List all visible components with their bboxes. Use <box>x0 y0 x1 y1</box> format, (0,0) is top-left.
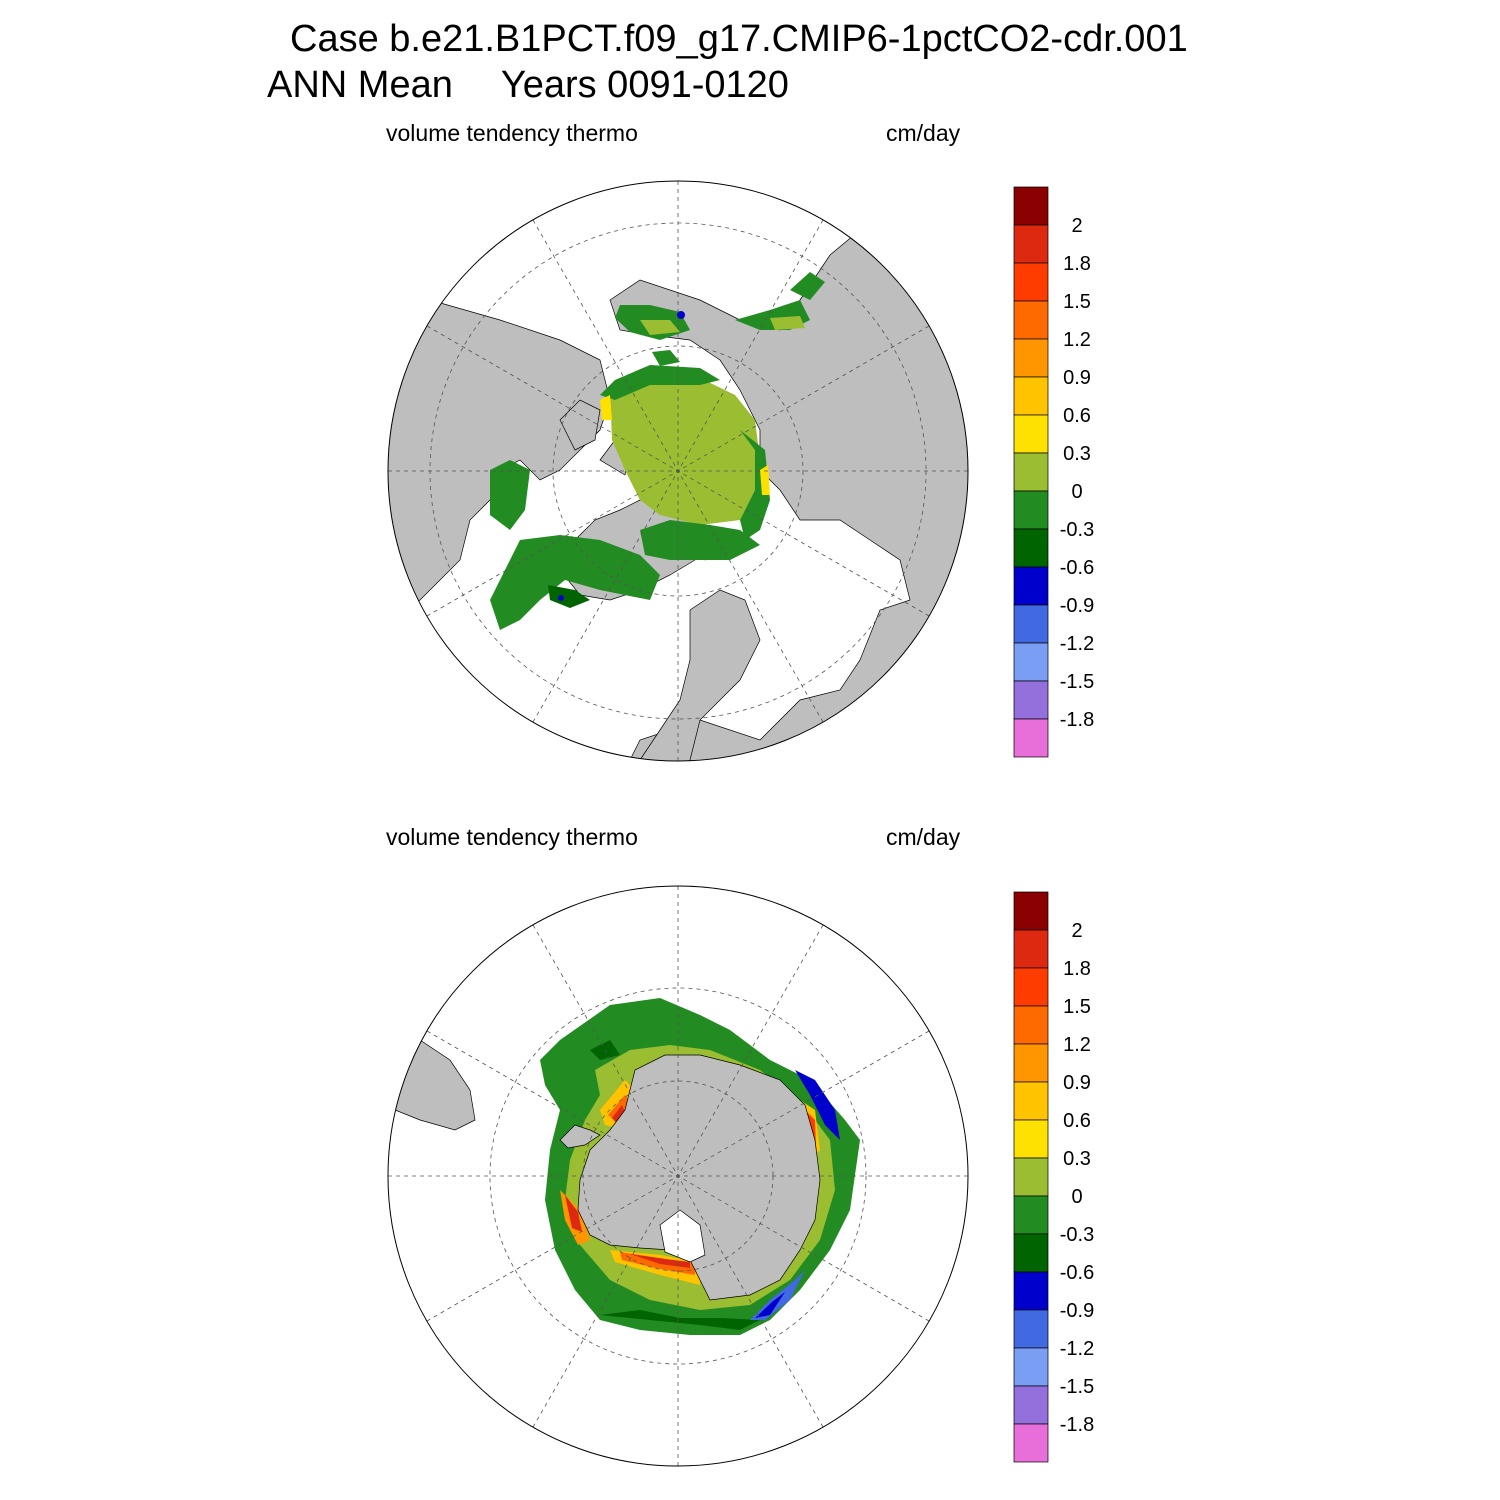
north-colorbar-box <box>1013 224 1049 264</box>
south-variable-label: volume tendency thermo <box>386 824 638 850</box>
south-colorbar-label: 0.9 <box>1063 1072 1091 1094</box>
south-colorbar-box <box>1013 1005 1049 1045</box>
north-colorbar-label: -1.5 <box>1060 671 1094 693</box>
north-colorbar-box <box>1013 338 1049 378</box>
south-colorbar-label: 1.5 <box>1063 996 1091 1018</box>
south-colorbar-box <box>1013 929 1049 969</box>
south-graticule <box>388 886 968 1466</box>
south-colorbar-box <box>1013 967 1049 1007</box>
south-colorbar-box <box>1013 1271 1049 1311</box>
north-colorbar-label: -1.8 <box>1060 709 1094 731</box>
south-polar-map <box>387 885 969 1467</box>
north-colorbar-label: 0.6 <box>1063 405 1091 427</box>
north-colorbar-label: -0.3 <box>1060 519 1094 541</box>
north-polar-map <box>387 180 969 762</box>
north-colorbar-box <box>1013 604 1049 644</box>
north-colorbar-label: -1.2 <box>1060 633 1094 655</box>
south-colorbar-box <box>1013 1043 1049 1083</box>
south-units-label: cm/day <box>886 824 961 850</box>
south-colorbar-label: -1.2 <box>1060 1338 1094 1360</box>
south-colorbar-label: -0.6 <box>1060 1262 1094 1284</box>
north-colorbar-label: -0.9 <box>1060 595 1094 617</box>
south-colorbar-box <box>1013 1233 1049 1273</box>
south-colorbar-box <box>1013 1081 1049 1121</box>
north-colorbar-label: 1.8 <box>1063 253 1091 275</box>
south-colorbar-label: 0.3 <box>1063 1148 1091 1170</box>
north-colorbar-label: -0.6 <box>1060 557 1094 579</box>
north-colorbar-box <box>1013 566 1049 606</box>
south-colorbar-box <box>1013 1385 1049 1425</box>
north-colorbar: 2 1.8 1.5 1.2 0.9 0.6 0.3 0 -0.3 -0.6 -0.9 -1.2 -1.5… <box>1013 186 1094 758</box>
years-label: Years 0091-0120 <box>500 64 789 106</box>
south-colorbar: 2 1.8 1.5 1.2 0.9 0.6 0.3 0 -0.3 -0.6 -0.9 -1.2 -1.5… <box>1013 891 1094 1463</box>
south-colorbar-label: 1.8 <box>1063 958 1091 980</box>
north-colorbar-label: 0 <box>1071 481 1082 503</box>
north-colorbar-label: 0.9 <box>1063 367 1091 389</box>
figure-subtitle: ANN Mean Years 0091-0120 <box>267 64 789 107</box>
north-colorbar-box <box>1013 300 1049 340</box>
north-colorbar-box <box>1013 642 1049 682</box>
south-colorbar-label: 0.6 <box>1063 1110 1091 1132</box>
north-colorbar-box <box>1013 262 1049 302</box>
season-label: ANN Mean <box>267 64 453 106</box>
north-map-border <box>387 180 969 762</box>
south-map-border <box>387 885 969 1467</box>
south-colorbar-label: 2 <box>1071 920 1082 942</box>
south-colorbar-label: -0.3 <box>1060 1224 1094 1246</box>
north-units-label: cm/day <box>886 120 961 146</box>
south-colorbar-label: 0 <box>1071 1186 1082 1208</box>
south-colorbar-box <box>1013 1119 1049 1159</box>
north-colorbar-label: 1.2 <box>1063 329 1091 351</box>
south-colorbar-box <box>1013 1423 1049 1463</box>
north-colorbar-label: 1.5 <box>1063 291 1091 313</box>
south-colorbar-label: -1.5 <box>1060 1376 1094 1398</box>
north-colorbar-box <box>1013 186 1049 226</box>
north-colorbar-box <box>1013 376 1049 416</box>
north-colorbar-box <box>1013 680 1049 720</box>
south-colorbar-box <box>1013 1347 1049 1387</box>
south-colorbar-box <box>1013 1195 1049 1235</box>
north-colorbar-box <box>1013 528 1049 568</box>
north-colorbar-box <box>1013 452 1049 492</box>
south-colorbar-box <box>1013 891 1049 931</box>
north-variable-label: volume tendency thermo <box>386 120 638 146</box>
south-colorbar-label: -0.9 <box>1060 1300 1094 1322</box>
north-colorbar-box <box>1013 490 1049 530</box>
north-colorbar-label: 0.3 <box>1063 443 1091 465</box>
south-colorbar-box <box>1013 1157 1049 1197</box>
south-colorbar-label: -1.8 <box>1060 1414 1094 1436</box>
north-colorbar-box <box>1013 414 1049 454</box>
south-colorbar-label: 1.2 <box>1063 1034 1091 1056</box>
figure-title: Case b.e21.B1PCT.f09_g17.CMIP6-1pctCO2-c… <box>290 18 1188 60</box>
south-colorbar-box <box>1013 1309 1049 1349</box>
north-colorbar-box <box>1013 718 1049 758</box>
north-colorbar-label: 2 <box>1071 215 1082 237</box>
north-graticule <box>388 181 968 761</box>
antarctica-land <box>577 1054 821 1301</box>
north-sea-ice-field <box>490 272 825 630</box>
